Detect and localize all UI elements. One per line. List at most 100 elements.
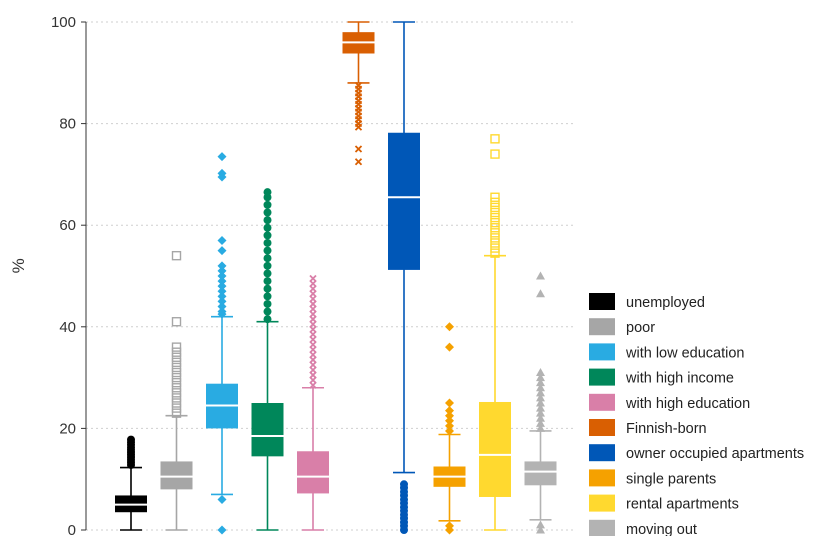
legend-label: rental apartments [626, 497, 739, 513]
legend-swatch [589, 343, 615, 361]
legend-swatch [589, 519, 615, 536]
legend-swatch [589, 293, 615, 310]
outlier-point [217, 525, 227, 535]
outlier-point [536, 520, 545, 529]
legend-swatch [589, 469, 615, 487]
outlier-point [490, 223, 500, 233]
outlier-point [490, 202, 500, 213]
outlier-point [490, 217, 500, 228]
outlier-point [263, 315, 272, 324]
outlier-point [445, 426, 454, 436]
outlier-point [263, 216, 272, 225]
outlier-point [217, 301, 227, 311]
outlier-point [536, 383, 545, 392]
legend-item: single parents [589, 469, 716, 487]
outlier-point [217, 281, 227, 291]
outlier-point [263, 292, 272, 301]
box-rental-apartments [479, 134, 511, 531]
outlier-point [490, 212, 500, 223]
legend-label: Finnish-born [626, 421, 707, 437]
box-finnish-born [342, 21, 375, 166]
outlier-point [217, 286, 227, 296]
outlier-point [445, 411, 454, 421]
outlier-point [536, 271, 545, 280]
outlier-point [217, 276, 227, 286]
box-with-high-income [251, 188, 284, 531]
legend-label: unemployed [626, 295, 705, 311]
y-tick-label: 100 [51, 14, 76, 31]
legend-swatch [589, 318, 615, 336]
y-tick-label: 40 [59, 319, 76, 336]
legend-item: owner occupied apartments [589, 444, 804, 462]
legend: unemployed poor with low education with hig… [589, 293, 804, 536]
outlier-point [263, 238, 272, 247]
outlier-point [171, 317, 182, 327]
outlier-point [536, 289, 545, 298]
legend-swatch [589, 494, 615, 512]
box-owner-occupied-apartments [388, 21, 420, 534]
outlier-point [536, 525, 545, 534]
outlier-point [536, 373, 545, 382]
outlier-point [490, 207, 500, 218]
box-moving-out [524, 271, 557, 534]
outlier-point [263, 284, 272, 293]
boxes [115, 21, 557, 535]
outlier-point [445, 398, 454, 408]
legend-item: Finnish-born [589, 419, 707, 437]
outlier-point [490, 134, 500, 144]
outlier-point [263, 254, 272, 263]
outlier-point [536, 393, 545, 402]
box-iqr [479, 401, 511, 497]
outlier-point [536, 403, 545, 412]
box-unemployed [115, 435, 147, 531]
legend-swatch [589, 368, 615, 386]
outlier-point [171, 398, 182, 408]
outlier-point [171, 347, 182, 357]
legend-label: poor [626, 320, 655, 336]
legend-item: with high income [589, 368, 734, 387]
legend-label: owner occupied apartments [626, 446, 804, 462]
outlier-point [171, 362, 182, 373]
outlier-point [536, 413, 545, 422]
outlier-point [217, 235, 227, 245]
outlier-point [354, 145, 363, 153]
outlier-point [445, 521, 454, 531]
outlier-point [171, 408, 182, 418]
outlier-point [490, 243, 500, 253]
outlier-point [217, 291, 227, 301]
outlier-point [445, 406, 454, 416]
legend-label: moving out [626, 522, 697, 536]
outlier-point [263, 246, 272, 255]
box-poor [160, 250, 193, 531]
outlier-point [171, 357, 182, 368]
outlier-point [171, 388, 182, 398]
outlier-point [536, 398, 545, 407]
box-single-parents [433, 322, 466, 535]
y-axis-label: % [9, 258, 28, 273]
y-tick-label: 20 [59, 420, 76, 437]
outlier-point [171, 342, 182, 352]
outlier-point [127, 435, 135, 444]
y-tick-label: 0 [68, 522, 76, 536]
outlier-point [263, 188, 272, 197]
outlier-point [490, 238, 500, 248]
legend-item: moving out [589, 519, 697, 536]
outlier-point [309, 274, 317, 283]
box-with-low-education [206, 152, 238, 535]
outlier-point [217, 296, 227, 306]
outlier-point [536, 408, 545, 417]
legend-swatch [589, 393, 615, 411]
legend-label: with high income [625, 371, 734, 387]
outlier-point [171, 372, 182, 383]
outlier-point [445, 322, 454, 332]
outlier-point [171, 393, 182, 403]
outlier-point [171, 377, 182, 388]
legend-label: with high education [625, 396, 750, 412]
outlier-point [490, 149, 500, 159]
outlier-point [445, 342, 454, 352]
legend-item: unemployed [589, 293, 705, 311]
legend-item: rental apartments [589, 494, 739, 513]
outlier-point [354, 158, 363, 166]
outlier-point [263, 200, 272, 209]
